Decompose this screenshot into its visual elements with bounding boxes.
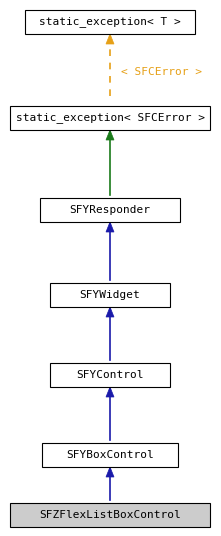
Text: SFYResponder: SFYResponder — [69, 205, 151, 215]
Polygon shape — [106, 387, 114, 397]
Polygon shape — [106, 307, 114, 317]
Text: static_exception< SFCError >: static_exception< SFCError > — [15, 113, 204, 123]
Polygon shape — [106, 467, 114, 477]
FancyBboxPatch shape — [10, 503, 210, 527]
Text: SFYBoxControl: SFYBoxControl — [66, 450, 154, 460]
FancyBboxPatch shape — [50, 363, 170, 387]
Text: < SFCError >: < SFCError > — [121, 67, 202, 77]
FancyBboxPatch shape — [10, 106, 210, 130]
Polygon shape — [106, 222, 114, 232]
Text: SFYWidget: SFYWidget — [80, 290, 140, 300]
Text: static_exception< T >: static_exception< T > — [39, 17, 181, 27]
Polygon shape — [106, 130, 114, 140]
FancyBboxPatch shape — [50, 283, 170, 307]
FancyBboxPatch shape — [40, 198, 180, 222]
FancyBboxPatch shape — [42, 443, 178, 467]
FancyBboxPatch shape — [25, 10, 195, 34]
Text: SFZFlexListBoxControl: SFZFlexListBoxControl — [39, 510, 181, 520]
Text: SFYControl: SFYControl — [76, 370, 144, 380]
Polygon shape — [106, 34, 114, 44]
